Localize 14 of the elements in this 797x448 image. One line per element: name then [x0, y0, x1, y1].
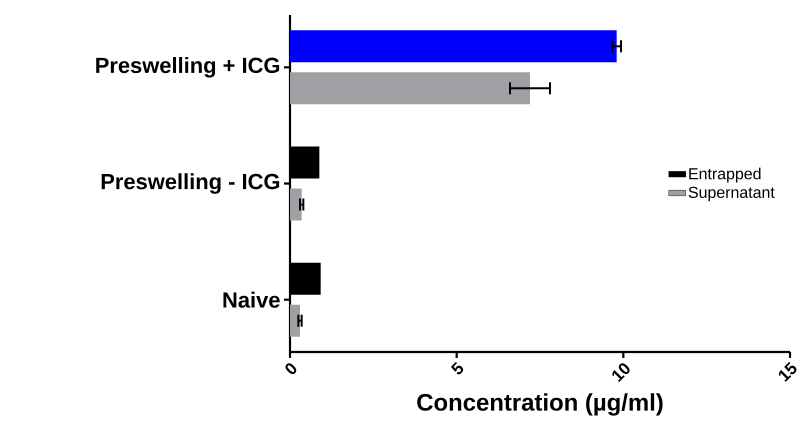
- x-tick-label: 5: [450, 362, 464, 374]
- x-tick-label: 0: [285, 363, 296, 374]
- legend-label: Supernatant: [688, 186, 775, 202]
- x-tick-label: 10: [612, 363, 630, 382]
- bar: [290, 30, 617, 62]
- legend-label: Entrapped: [689, 168, 760, 183]
- bar: [290, 72, 530, 104]
- x-tick-label: 15: [778, 362, 796, 382]
- x-axis-title: Concentration (µg/ml): [417, 393, 663, 416]
- bar: [290, 304, 300, 337]
- y-tick-label: Preswelling - ICG: [102, 173, 280, 194]
- bar: [290, 188, 302, 220]
- y-tick-label: Preswelling + ICG: [96, 57, 280, 78]
- y-tick-label: Naive: [223, 292, 280, 308]
